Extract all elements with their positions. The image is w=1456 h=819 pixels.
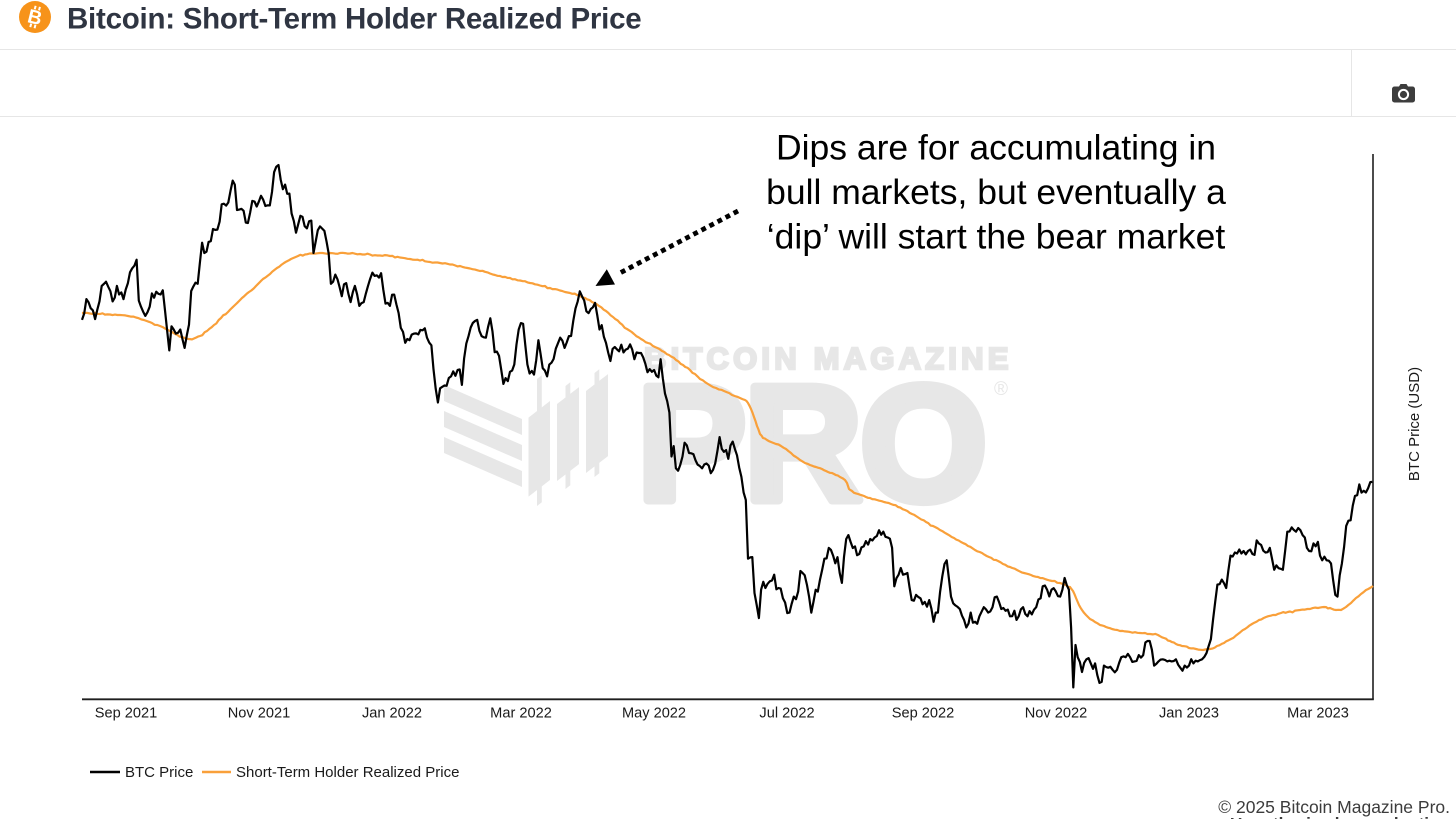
svg-text:Bitcoin: Short-Term Holder Rea: Bitcoin: Short-Term Holder Realized Pric… <box>67 3 641 36</box>
svg-text:Jan 2023: Jan 2023 <box>1159 706 1219 722</box>
svg-text:BTC Price (USD): BTC Price (USD) <box>1406 367 1423 481</box>
svg-text:PRO: PRO <box>637 352 985 535</box>
svg-text:®: ® <box>994 379 1008 400</box>
svg-text:Mar 2022: Mar 2022 <box>490 706 552 722</box>
svg-text:Sep 2021: Sep 2021 <box>95 706 158 722</box>
svg-text:May 2022: May 2022 <box>622 706 686 722</box>
svg-text:Nov 2021: Nov 2021 <box>228 706 290 722</box>
svg-text:B: B <box>25 5 44 30</box>
svg-text:BITCOIN MAGAZINE: BITCOIN MAGAZINE <box>644 341 1013 376</box>
svg-text:bull markets, but eventually a: bull markets, but eventually a <box>766 172 1226 212</box>
svg-text:Jan 2022: Jan 2022 <box>362 706 422 722</box>
svg-text:Sep 2022: Sep 2022 <box>892 706 955 722</box>
svg-text:Dips are for accumulating in: Dips are for accumulating in <box>776 128 1216 168</box>
svg-text:BTC Price: BTC Price <box>125 764 193 781</box>
svg-text:Jul 2022: Jul 2022 <box>759 706 814 722</box>
svg-text:© 2025 Bitcoin Magazine Pro.: © 2025 Bitcoin Magazine Pro. <box>1218 797 1450 817</box>
svg-text:Unauthorized reproduction: Unauthorized reproduction <box>1230 814 1450 819</box>
svg-text:Mar 2023: Mar 2023 <box>1287 706 1349 722</box>
svg-text:‘dip’ will start the bear mark: ‘dip’ will start the bear market <box>767 217 1226 257</box>
svg-text:Short-Term Holder Realized Pri: Short-Term Holder Realized Price <box>236 764 459 781</box>
svg-text:Nov 2022: Nov 2022 <box>1025 706 1087 722</box>
